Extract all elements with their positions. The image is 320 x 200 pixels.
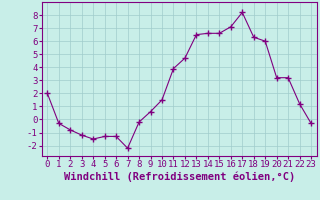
X-axis label: Windchill (Refroidissement éolien,°C): Windchill (Refroidissement éolien,°C)	[64, 172, 295, 182]
